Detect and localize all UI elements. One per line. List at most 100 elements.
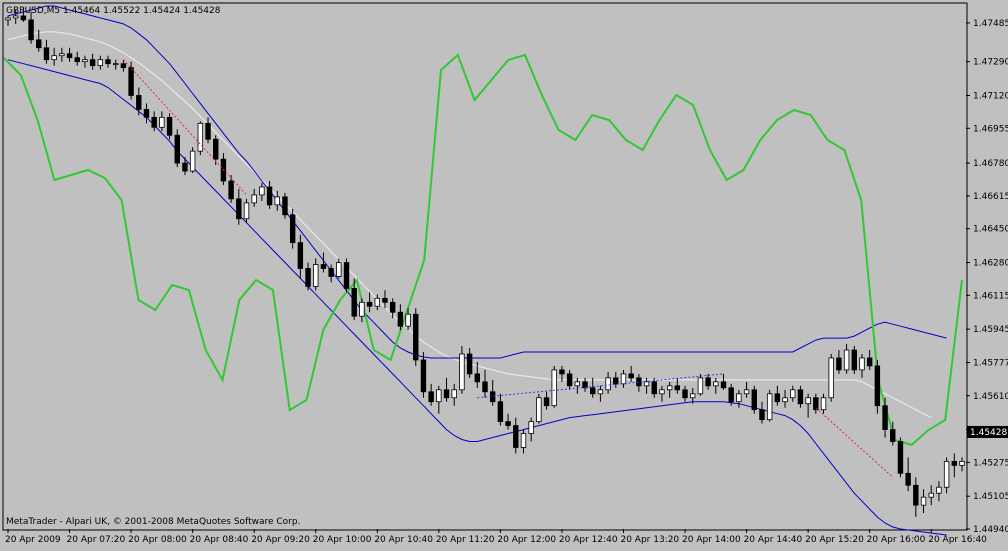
candle-body xyxy=(120,63,127,69)
candle-body xyxy=(266,186,273,206)
candle xyxy=(643,377,650,394)
candle xyxy=(82,55,88,68)
candle xyxy=(228,175,234,203)
candle-body xyxy=(828,357,834,399)
candle-body xyxy=(851,349,857,371)
candle-body xyxy=(743,389,750,395)
candle-body xyxy=(351,287,357,317)
candle xyxy=(782,389,788,408)
candle xyxy=(474,361,481,388)
candle-body xyxy=(359,301,365,317)
candle-body xyxy=(59,53,65,57)
candle-body xyxy=(859,357,865,371)
candle xyxy=(851,346,857,374)
candle-body xyxy=(105,59,111,65)
candle xyxy=(266,180,273,209)
candle-body xyxy=(189,150,196,172)
candle xyxy=(382,290,388,309)
candle xyxy=(605,371,611,394)
candle-body xyxy=(866,357,873,367)
candle-body xyxy=(666,385,673,391)
candle xyxy=(74,51,80,66)
candle-body xyxy=(751,389,757,411)
candle-body xyxy=(605,377,611,391)
candle xyxy=(182,157,188,176)
candle-body xyxy=(620,373,627,385)
candle-body xyxy=(566,373,573,387)
candle xyxy=(720,373,727,390)
candle-body xyxy=(174,134,180,164)
candle xyxy=(905,457,911,492)
candle xyxy=(313,258,319,291)
candle-body xyxy=(143,108,150,118)
candle-body xyxy=(705,377,711,387)
candle xyxy=(89,53,96,70)
candle-body xyxy=(559,369,565,375)
candle xyxy=(943,457,950,494)
candle xyxy=(236,188,242,225)
candle-body xyxy=(259,186,265,196)
candle-body xyxy=(20,15,27,21)
candle xyxy=(59,47,65,62)
candle-body xyxy=(820,397,827,411)
candle-body xyxy=(674,385,681,391)
candle xyxy=(628,365,634,382)
candle-body xyxy=(843,349,850,371)
candle-body xyxy=(243,202,250,220)
time-tick-label: 20 Apr 12:40 xyxy=(559,535,618,545)
candle xyxy=(66,47,73,62)
candle xyxy=(497,393,504,426)
price-tick-label: 1.46115 xyxy=(973,291,1008,301)
symbol-title: GBPUSD,M5 1.45464 1.45522 1.45424 1.4542… xyxy=(6,6,221,16)
candle-body xyxy=(397,311,404,327)
candle-body xyxy=(882,405,888,430)
candle xyxy=(274,190,280,211)
candle-body xyxy=(289,214,296,244)
candle-body xyxy=(597,389,604,395)
candle-body xyxy=(505,421,511,426)
candle xyxy=(713,377,719,394)
candle-body xyxy=(836,357,842,371)
candle xyxy=(343,258,350,293)
candle xyxy=(197,121,204,156)
candle xyxy=(759,401,765,424)
candle-body xyxy=(43,47,50,61)
time-tick-label: 20 Apr 14:00 xyxy=(682,535,741,545)
candle xyxy=(697,373,704,396)
plot-frame xyxy=(2,2,968,531)
candle-body xyxy=(813,397,819,411)
candle xyxy=(674,377,681,394)
candle-body xyxy=(913,484,919,506)
candle xyxy=(213,135,219,166)
candle-body xyxy=(328,268,334,277)
price-tick-label: 1.47290 xyxy=(973,58,1008,68)
candle-body xyxy=(128,67,134,96)
candle xyxy=(97,55,104,70)
candle-body xyxy=(897,441,904,474)
candle-body xyxy=(389,301,396,313)
candle-body xyxy=(297,242,304,269)
candle xyxy=(451,383,457,406)
candle xyxy=(574,377,581,394)
candle xyxy=(620,369,627,388)
candle-body xyxy=(713,381,719,387)
candle xyxy=(959,457,965,472)
candle-body xyxy=(51,55,57,61)
price-tick-label: 1.47485 xyxy=(973,19,1008,29)
candle-body xyxy=(205,122,211,140)
candle-body xyxy=(374,297,380,307)
candle xyxy=(705,373,711,390)
candle-body xyxy=(282,196,288,216)
candle xyxy=(790,385,796,402)
time-tick-label: 20 Apr 15:20 xyxy=(805,535,864,545)
candle xyxy=(913,477,919,518)
candle xyxy=(43,39,50,64)
candle xyxy=(866,350,873,370)
candle xyxy=(536,393,542,424)
candle-body xyxy=(251,194,257,204)
candle-body xyxy=(936,486,942,494)
candle xyxy=(389,298,396,319)
candle-body xyxy=(5,17,11,21)
